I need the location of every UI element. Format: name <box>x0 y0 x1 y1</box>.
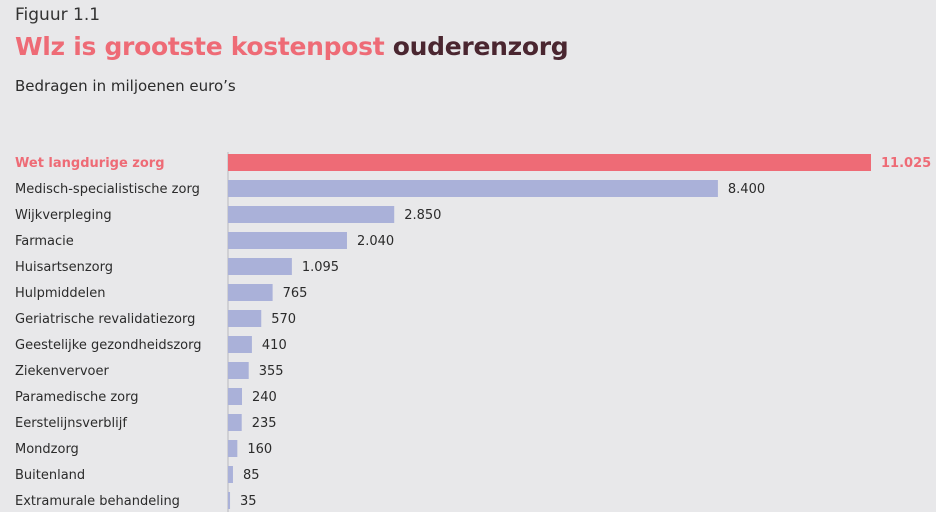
value-label: 2.040 <box>357 234 394 249</box>
value-label: 570 <box>271 312 296 327</box>
bar <box>228 414 242 431</box>
category-label: Extramurale behandeling <box>15 494 180 509</box>
bar <box>228 258 292 275</box>
value-label: 765 <box>283 286 308 301</box>
figure-label: Figuur 1.1 <box>15 5 101 25</box>
value-label: 235 <box>252 416 277 431</box>
bar <box>228 388 242 405</box>
value-label: 355 <box>259 364 284 379</box>
bar <box>228 440 238 457</box>
title-rest: ouderenzorg <box>392 32 569 61</box>
bar-highlighted <box>228 154 871 171</box>
value-label: 160 <box>247 442 272 457</box>
chart-subtitle: Bedragen in miljoenen euro’s <box>15 77 236 95</box>
value-label: 8.400 <box>728 182 765 197</box>
title-highlight: Wlz is grootste kostenpost <box>15 32 385 61</box>
value-label: 1.095 <box>302 260 339 275</box>
page-title: Wlz is grootste kostenpost ouderenzorg <box>15 32 569 61</box>
category-label: Eerstelijnsverblijf <box>15 416 127 431</box>
category-label: Farmacie <box>15 234 74 249</box>
bar <box>228 232 347 249</box>
bar <box>228 310 262 327</box>
category-label: Wet langdurige zorg <box>15 156 165 171</box>
bar <box>228 180 718 197</box>
value-label: 240 <box>252 390 277 405</box>
bar <box>228 284 273 301</box>
category-label: Geriatrische revalidatiezorg <box>15 312 195 327</box>
category-label: Mondzorg <box>15 442 79 457</box>
category-label: Geestelijke gezondheidszorg <box>15 338 202 353</box>
bar <box>228 492 231 509</box>
category-label: Paramedische zorg <box>15 390 139 405</box>
value-label: 85 <box>243 468 260 483</box>
bar <box>228 362 249 379</box>
category-label: Hulpmiddelen <box>15 286 106 301</box>
value-label: 2.850 <box>404 208 441 223</box>
value-label: 35 <box>240 494 257 509</box>
category-label: Buitenland <box>15 468 85 483</box>
category-label: Medisch-specialistische zorg <box>15 182 200 197</box>
bar <box>228 336 252 353</box>
category-label: Wijkverpleging <box>15 208 112 223</box>
bar <box>228 466 233 483</box>
category-label: Huisartsenzorg <box>15 260 113 275</box>
category-label: Ziekenvervoer <box>15 364 109 379</box>
bar <box>228 206 395 223</box>
value-label: 410 <box>262 338 287 353</box>
value-label: 11.025 <box>881 156 931 171</box>
